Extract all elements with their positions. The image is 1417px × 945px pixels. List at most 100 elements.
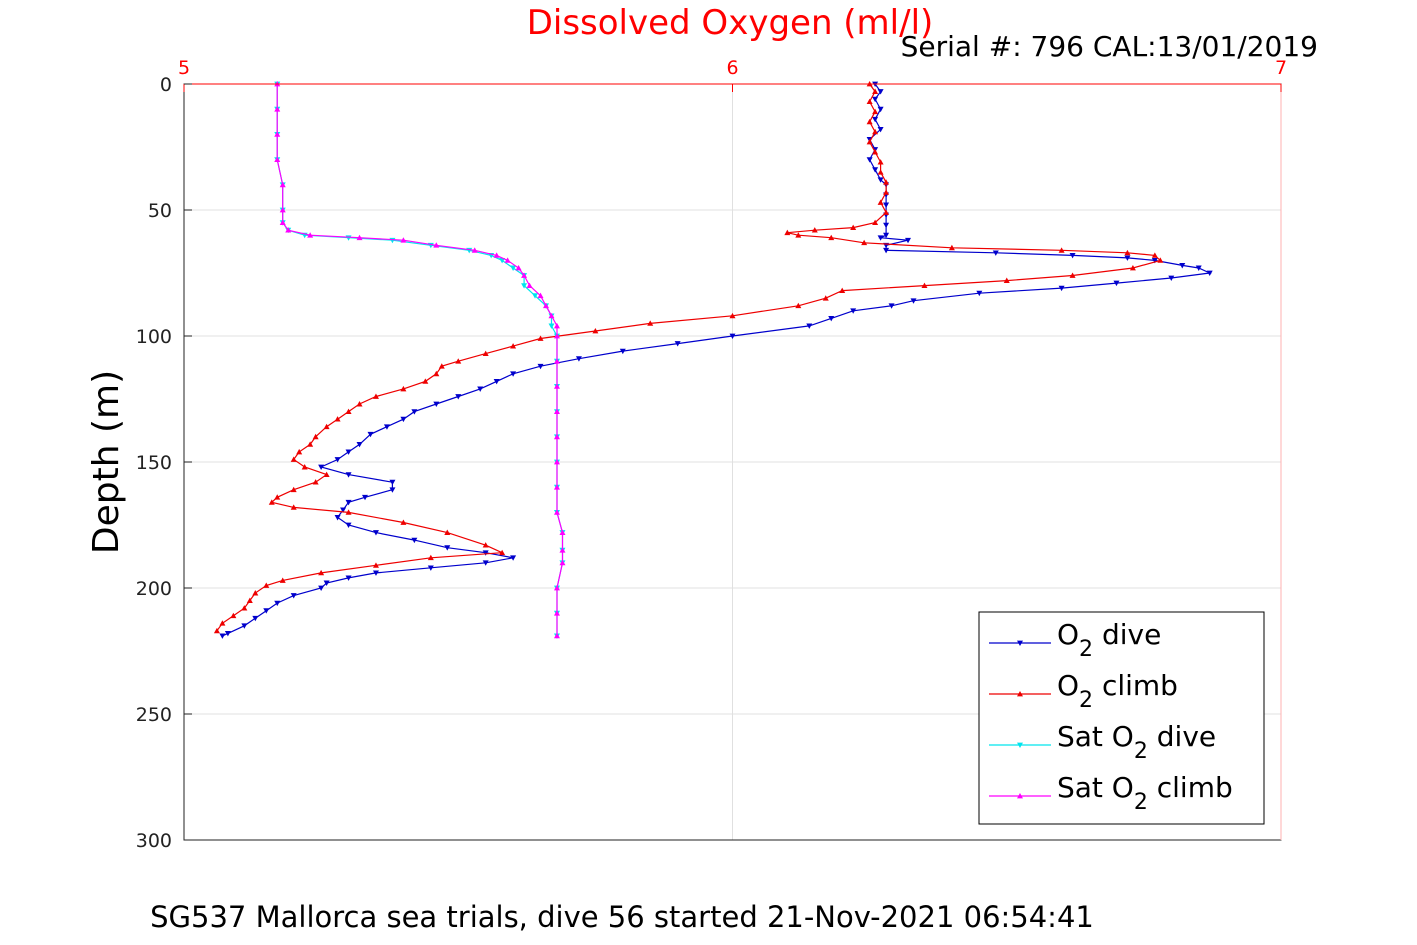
data-point — [345, 509, 352, 515]
data-point — [1195, 265, 1202, 271]
data-point — [471, 247, 478, 253]
data-point — [850, 308, 857, 314]
data-point — [433, 370, 440, 377]
data-point — [290, 593, 297, 599]
y-axis-label: Depth (m) — [86, 370, 127, 554]
data-point — [795, 302, 802, 309]
data-point — [411, 409, 418, 415]
data-point — [510, 371, 517, 377]
data-point — [400, 416, 407, 423]
data-point — [883, 247, 890, 254]
data-point — [356, 234, 363, 241]
data-point — [992, 250, 999, 256]
legend-swatch-marker — [1017, 742, 1023, 748]
data-point — [1157, 257, 1164, 263]
data-point — [537, 292, 544, 299]
data-point — [1113, 280, 1120, 287]
data-point — [345, 449, 352, 455]
data-point — [559, 529, 566, 535]
data-point — [444, 545, 451, 551]
data-point — [532, 293, 539, 299]
data-point — [455, 394, 462, 400]
data-point — [543, 302, 550, 309]
data-point — [279, 181, 286, 188]
data-point — [559, 547, 566, 553]
data-point — [1129, 264, 1136, 271]
y-tick-label: 0 — [160, 74, 172, 96]
data-point — [1069, 252, 1076, 259]
legend-swatch-marker — [1017, 793, 1023, 799]
data-point — [910, 298, 917, 304]
data-point — [499, 258, 506, 264]
data-point — [948, 244, 955, 251]
data-point — [1124, 255, 1131, 261]
data-point — [290, 486, 297, 493]
data-point — [290, 504, 297, 510]
axes: 5 6 7 0 50 100 150 200 250 300 — [136, 57, 1287, 852]
data-point — [477, 386, 484, 392]
data-point — [356, 401, 363, 407]
series-layer — [213, 81, 1213, 639]
data-point — [1069, 272, 1076, 278]
y-tick-label: 100 — [136, 326, 172, 348]
data-point — [438, 363, 445, 369]
data-point — [1168, 275, 1175, 282]
data-point — [296, 448, 303, 455]
data-point — [504, 257, 511, 263]
data-point — [318, 585, 325, 591]
data-point — [548, 312, 555, 319]
data-point — [252, 615, 259, 622]
data-point — [861, 239, 868, 246]
data-point — [872, 149, 879, 155]
data-point — [592, 327, 599, 334]
data-point — [553, 509, 560, 515]
data-point — [427, 565, 434, 571]
data-point — [575, 356, 582, 362]
data-point — [828, 315, 835, 322]
data-point — [345, 408, 352, 414]
data-point — [828, 234, 835, 241]
data-point — [905, 237, 912, 244]
data-point — [553, 333, 560, 339]
data-point — [334, 515, 341, 521]
data-point — [515, 264, 522, 271]
data-point — [839, 287, 846, 294]
data-point — [1206, 270, 1213, 276]
data-point — [510, 265, 517, 271]
data-point — [389, 487, 396, 493]
data-point — [526, 282, 533, 288]
data-point — [976, 290, 983, 297]
data-point — [674, 341, 681, 347]
data-point — [219, 633, 226, 639]
data-point — [279, 577, 286, 583]
footer-caption: SG537 Mallorca sea trials, dive 56 start… — [150, 900, 1094, 934]
legend: O2 dive O2 climb Sat O2 dive Sat O2 climb — [978, 611, 1265, 825]
data-point — [553, 459, 560, 465]
data-point — [537, 335, 544, 341]
data-point — [521, 283, 528, 289]
data-point — [252, 590, 259, 596]
data-point — [345, 472, 352, 478]
data-point — [263, 608, 270, 614]
data-point — [345, 499, 352, 506]
data-point — [274, 494, 281, 500]
y-tick-label: 250 — [136, 704, 172, 726]
data-point — [877, 199, 884, 205]
data-point — [389, 479, 396, 486]
data-point — [274, 600, 281, 607]
data-point — [883, 189, 890, 195]
data-point — [866, 98, 873, 105]
data-point — [822, 295, 829, 301]
data-point — [510, 555, 517, 561]
data-point — [850, 224, 857, 231]
legend-label: O2 dive — [1057, 618, 1161, 662]
data-point — [279, 219, 286, 225]
data-point — [307, 232, 314, 238]
data-point — [784, 229, 791, 236]
data-point — [559, 559, 566, 566]
data-point — [400, 519, 407, 525]
data-point — [1151, 252, 1158, 258]
data-point — [268, 499, 275, 505]
data-point — [323, 423, 330, 430]
data-point — [872, 88, 879, 94]
